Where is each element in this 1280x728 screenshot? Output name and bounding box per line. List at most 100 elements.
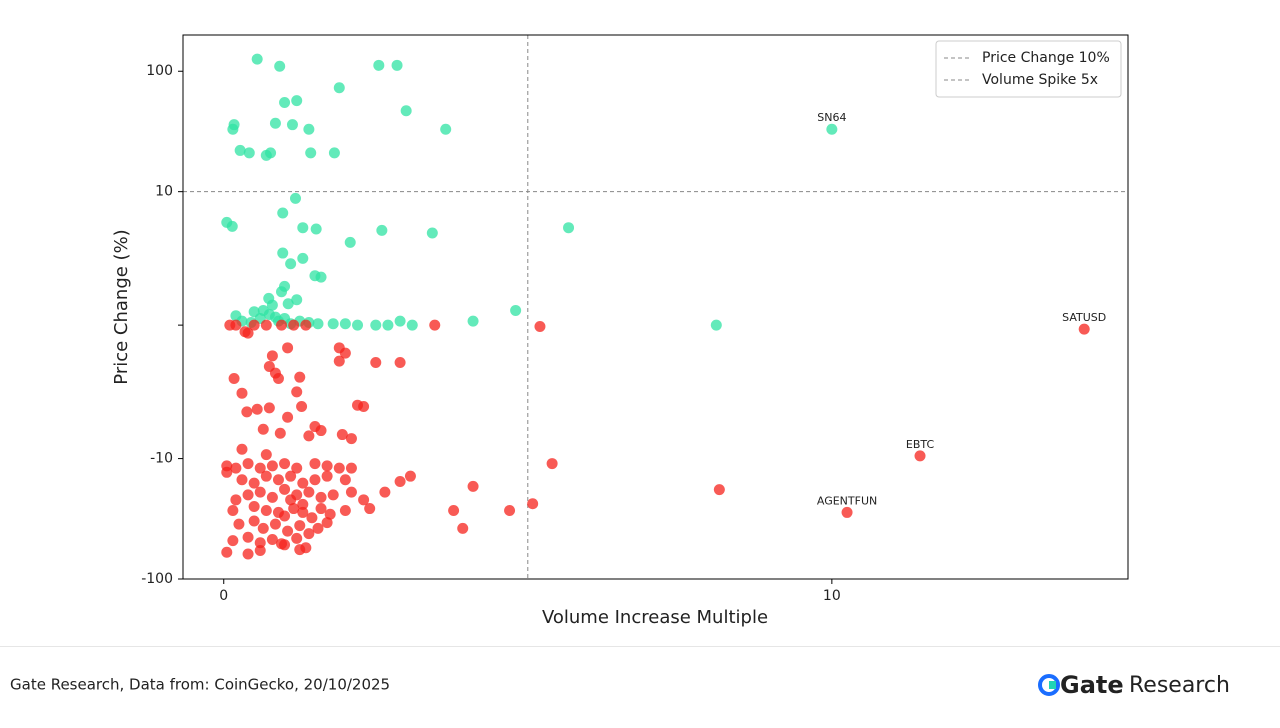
y-tick-label: 100 [146, 63, 173, 79]
annotation: EBTC [906, 438, 935, 451]
point [333, 462, 345, 474]
point [467, 315, 479, 327]
point [265, 147, 277, 159]
point [321, 470, 333, 482]
point [260, 470, 272, 482]
point [227, 123, 239, 135]
point [448, 505, 460, 517]
point [274, 60, 286, 72]
point [263, 402, 275, 414]
legend-label: Volume Spike 5x [982, 72, 1098, 88]
point [254, 462, 266, 474]
point [504, 505, 516, 517]
x-axis-label: Volume Increase Multiple [542, 607, 768, 628]
point [379, 486, 391, 498]
point [282, 342, 294, 354]
point [230, 494, 242, 506]
point [276, 319, 288, 331]
point [457, 522, 469, 534]
point [290, 192, 301, 204]
point [373, 59, 385, 71]
point [312, 522, 324, 534]
point [406, 319, 418, 331]
point [274, 427, 286, 439]
point [257, 423, 269, 435]
point [370, 319, 382, 331]
point [382, 319, 394, 331]
point [282, 298, 294, 310]
point [282, 525, 294, 537]
point [345, 433, 357, 445]
point [426, 227, 438, 239]
point [277, 207, 289, 219]
point [254, 545, 266, 557]
point [826, 123, 838, 135]
point [310, 223, 322, 235]
point [285, 470, 297, 482]
x-tick-label: 0 [219, 588, 228, 604]
point [297, 477, 309, 489]
point [272, 373, 284, 385]
point [266, 299, 278, 311]
point [303, 123, 315, 135]
point [282, 411, 294, 423]
point [233, 518, 245, 530]
x-tick-label: 10 [823, 588, 841, 604]
y-tick-label: 10 [155, 184, 173, 200]
point [324, 508, 336, 520]
point [303, 430, 315, 442]
point [242, 531, 254, 543]
point [312, 318, 324, 330]
point [333, 355, 345, 367]
point [288, 503, 300, 515]
point [345, 462, 357, 474]
point [276, 286, 288, 298]
point [260, 319, 272, 331]
logo-icon-square [1049, 681, 1056, 689]
point [400, 105, 412, 117]
point [339, 505, 351, 517]
point [243, 147, 255, 159]
point [467, 480, 479, 492]
point [228, 373, 240, 385]
point [315, 491, 327, 503]
point [272, 474, 284, 486]
point [279, 483, 291, 495]
point [227, 505, 239, 517]
point [344, 236, 356, 248]
point [391, 59, 403, 71]
point [236, 443, 248, 455]
point [279, 510, 291, 522]
point [563, 222, 575, 234]
point [230, 462, 242, 474]
point [315, 503, 327, 515]
point [336, 429, 348, 441]
point [339, 474, 351, 486]
point [297, 252, 309, 264]
point [358, 401, 370, 413]
point [294, 371, 306, 383]
point [254, 537, 266, 549]
point [303, 528, 315, 540]
point [333, 82, 345, 94]
annotation: AGENTFUN [817, 494, 877, 507]
logo-icon [1038, 674, 1060, 696]
point [291, 532, 303, 544]
point [305, 147, 317, 159]
point [266, 350, 278, 362]
point [309, 458, 321, 470]
point [254, 486, 266, 498]
point [358, 494, 370, 506]
point [285, 258, 297, 270]
point [306, 512, 318, 524]
point [327, 318, 339, 330]
point [321, 517, 333, 529]
point [534, 320, 546, 332]
point [364, 503, 376, 515]
point [279, 458, 291, 470]
point [269, 518, 281, 530]
point [230, 319, 242, 331]
legend-label: Price Change 10% [982, 50, 1110, 66]
point [321, 460, 333, 472]
brand-name: Gate [1060, 671, 1124, 699]
